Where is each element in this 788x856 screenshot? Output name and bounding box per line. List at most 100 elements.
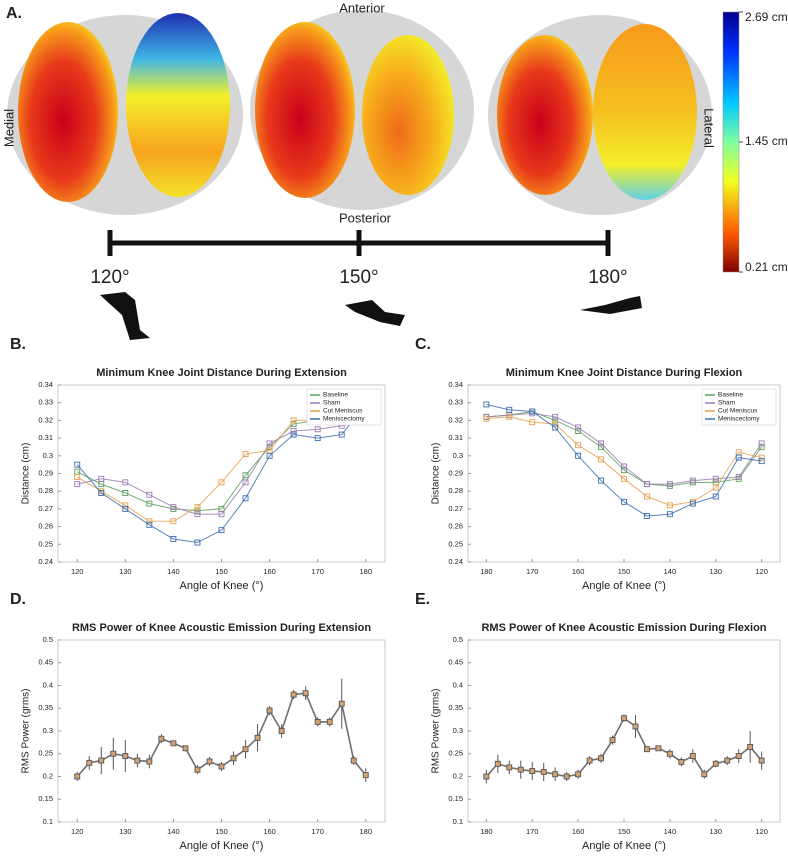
data-point: [74, 773, 81, 780]
data-point: [266, 452, 273, 459]
data-point: [266, 707, 273, 714]
data-point: [758, 458, 765, 465]
x-tick-label: 160: [572, 567, 585, 576]
data-point: [483, 415, 490, 422]
data-point: [575, 424, 582, 431]
data-point: [643, 481, 650, 488]
chart-title: RMS Power of Knee Acoustic Emission Duri…: [72, 622, 371, 634]
data-point: [758, 440, 765, 447]
legend-label: Meniscectomy: [323, 416, 365, 423]
y-tick-label: 0.34: [448, 380, 463, 389]
data-point: [254, 734, 261, 741]
direction-label: Posterior: [339, 210, 392, 225]
y-tick-label: 0.3: [453, 451, 463, 460]
panel-label: A.: [6, 5, 22, 22]
data-point: [242, 746, 249, 753]
y-axis-label: RMS Power (grms): [21, 688, 32, 773]
y-tick-label: 0.3: [453, 726, 463, 735]
angle-label: 180°: [588, 267, 627, 288]
y-tick-label: 0.3: [43, 451, 53, 460]
series-line: [485, 717, 763, 778]
data-point: [98, 490, 105, 496]
data-point: [735, 753, 742, 759]
y-tick-label: 0.25: [38, 749, 53, 758]
y-tick-label: 0.29: [448, 468, 463, 477]
data-point: [170, 518, 177, 525]
y-tick-label: 0.25: [448, 539, 463, 548]
y-tick-label: 0.25: [448, 749, 463, 758]
data-point: [314, 435, 321, 442]
legend-label: Baseline: [718, 392, 743, 399]
data-point: [170, 536, 177, 542]
data-point: [302, 690, 309, 697]
y-tick-label: 0.31: [448, 433, 463, 442]
data-point: [278, 728, 285, 734]
data-point: [678, 758, 685, 765]
x-tick-label: 140: [664, 827, 677, 836]
data-point: [218, 479, 225, 486]
data-point: [146, 518, 153, 525]
direction-label: Lateral: [702, 108, 717, 148]
x-axis-label: Angle of Knee (°): [582, 840, 666, 852]
data-point: [621, 715, 627, 722]
y-tick-label: 0.4: [453, 680, 463, 689]
angle-label: 150°: [339, 267, 378, 288]
y-tick-label: 0.32: [38, 415, 53, 424]
y-tick-label: 0.27: [448, 504, 463, 513]
data-point: [170, 504, 177, 511]
colorbar: [722, 11, 740, 273]
data-point: [194, 507, 201, 514]
data-point: [86, 759, 93, 766]
data-point: [621, 498, 627, 505]
data-point: [506, 413, 513, 420]
series-line: [486, 416, 762, 506]
y-tick-label: 0.4: [43, 680, 53, 689]
data-point: [290, 431, 297, 438]
x-tick-label: 140: [167, 827, 180, 836]
data-point: [218, 527, 225, 534]
x-tick-label: 180: [480, 567, 493, 576]
x-tick-label: 170: [311, 827, 324, 836]
data-point: [586, 757, 593, 764]
x-tick-label: 120: [71, 827, 84, 836]
y-tick-label: 0.28: [38, 486, 53, 495]
data-point: [552, 424, 559, 431]
x-tick-label: 120: [755, 567, 768, 576]
x-axis-label: Angle of Knee (°): [180, 840, 264, 852]
x-tick-label: 170: [526, 567, 539, 576]
x-tick-label: 150: [618, 827, 631, 836]
data-point: [529, 408, 536, 415]
data-point: [182, 745, 189, 752]
y-tick-label: 0.5: [43, 635, 53, 644]
data-point: [735, 474, 742, 480]
data-point: [230, 755, 237, 762]
y-axis-label: Distance (cm): [21, 443, 32, 505]
y-tick-label: 0.34: [38, 380, 53, 389]
y-tick-label: 0.1: [453, 817, 463, 826]
y-tick-label: 0.29: [38, 468, 53, 477]
data-point: [146, 491, 153, 498]
x-tick-label: 150: [215, 567, 228, 576]
chart-title: Minimum Knee Joint Distance During Flexi…: [506, 367, 743, 379]
data-point: [689, 753, 696, 759]
data-point: [666, 481, 673, 488]
x-tick-label: 140: [167, 567, 180, 576]
data-point: [506, 764, 513, 771]
data-point: [552, 413, 559, 420]
series-line: [486, 412, 763, 485]
colorbar-label: 1.45 cm: [745, 134, 788, 148]
data-point: [74, 481, 81, 488]
data-point: [529, 768, 536, 774]
series-line: [77, 419, 366, 515]
x-tick-label: 180: [360, 827, 373, 836]
data-point: [621, 467, 627, 473]
data-point: [122, 479, 129, 486]
data-point: [338, 431, 345, 438]
y-tick-label: 0.3: [43, 726, 53, 735]
y-tick-label: 0.26: [448, 522, 463, 531]
data-point: [552, 420, 559, 427]
plot-area: [467, 639, 781, 823]
data-point: [689, 477, 696, 484]
x-tick-label: 160: [263, 567, 276, 576]
